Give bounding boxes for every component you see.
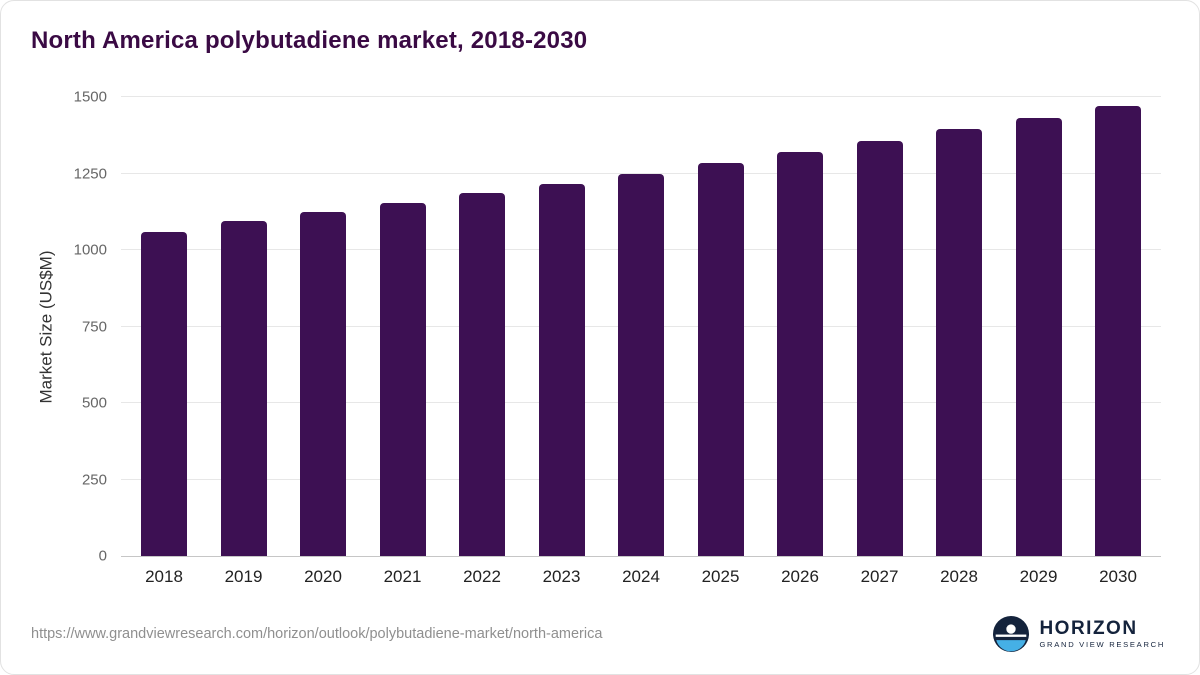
bar-2025	[697, 162, 744, 556]
x-tick-label: 2020	[304, 567, 342, 586]
x-tick-label: 2021	[383, 567, 422, 586]
bar-2018	[141, 231, 187, 556]
y-tick-label: 0	[98, 547, 107, 565]
y-tick-label: 1500	[73, 88, 107, 106]
brand-logo: HORIZON GRAND VIEW RESEARCH	[993, 616, 1165, 652]
bar-2030	[1095, 106, 1141, 556]
x-tick-label: 2028	[940, 567, 978, 586]
y-tick-label: 1250	[73, 165, 107, 182]
x-tick-label: 2019	[224, 567, 263, 586]
x-tick-label: 2030	[1099, 567, 1137, 586]
logo-text: HORIZON GRAND VIEW RESEARCH	[1039, 619, 1165, 649]
x-tick-label: 2026	[781, 567, 819, 586]
bar-2023	[538, 184, 585, 556]
gridline	[121, 172, 1161, 174]
bar-chart: Market Size (US$M) 0 250 500 750 1000 1250 150…	[37, 89, 1161, 587]
bar-2021	[379, 202, 426, 556]
horizon-logo-icon	[993, 616, 1030, 652]
source-url: https://www.grandviewresearch.com/horizo…	[31, 626, 603, 642]
x-axis-labels: 2018 2019 2020 2021 2022 2023 2024 2025 2026 2027…	[121, 567, 1161, 587]
bar-series	[121, 97, 1161, 556]
y-axis-label-wrap: Market Size (US$M)	[35, 97, 59, 557]
x-tick-label: 2029	[1019, 567, 1058, 586]
bar-2026	[777, 152, 823, 556]
y-tick-label: 1000	[73, 241, 107, 259]
x-tick-label: 2024	[622, 567, 660, 586]
x-tick-label: 2025	[701, 567, 740, 586]
x-tick-label: 2022	[463, 567, 501, 586]
y-tick-label: 500	[81, 394, 107, 412]
x-tick-label: 2023	[542, 567, 581, 586]
plot-area: 0 250 500 750 1000 1250 1500	[74, 89, 1161, 565]
x-tick-label: 2018	[145, 567, 183, 586]
bar-2022	[459, 193, 505, 556]
gridline	[121, 96, 1161, 97]
logo-secondary-text: GRAND VIEW RESEARCH	[1039, 639, 1165, 649]
footer: https://www.grandviewresearch.com/horizo…	[31, 616, 1165, 652]
y-tick-label: 750	[81, 318, 107, 335]
bar-2024	[618, 173, 664, 556]
x-tick-label: 2027	[860, 567, 899, 586]
y-axis-label: Market Size (US$M)	[37, 250, 56, 404]
bar-2027	[856, 141, 903, 556]
y-axis-ticks: 0 250 500 750 1000 1250 1500	[74, 89, 1161, 565]
bar-2020	[300, 211, 346, 556]
logo-primary-text: HORIZON	[1039, 618, 1138, 640]
y-tick-label: 250	[81, 471, 107, 489]
chart-title: North America polybutadiene market, 2018…	[31, 27, 588, 54]
bar-2019	[220, 220, 267, 556]
bar-2029	[1015, 118, 1062, 556]
bar-2028	[936, 129, 982, 556]
